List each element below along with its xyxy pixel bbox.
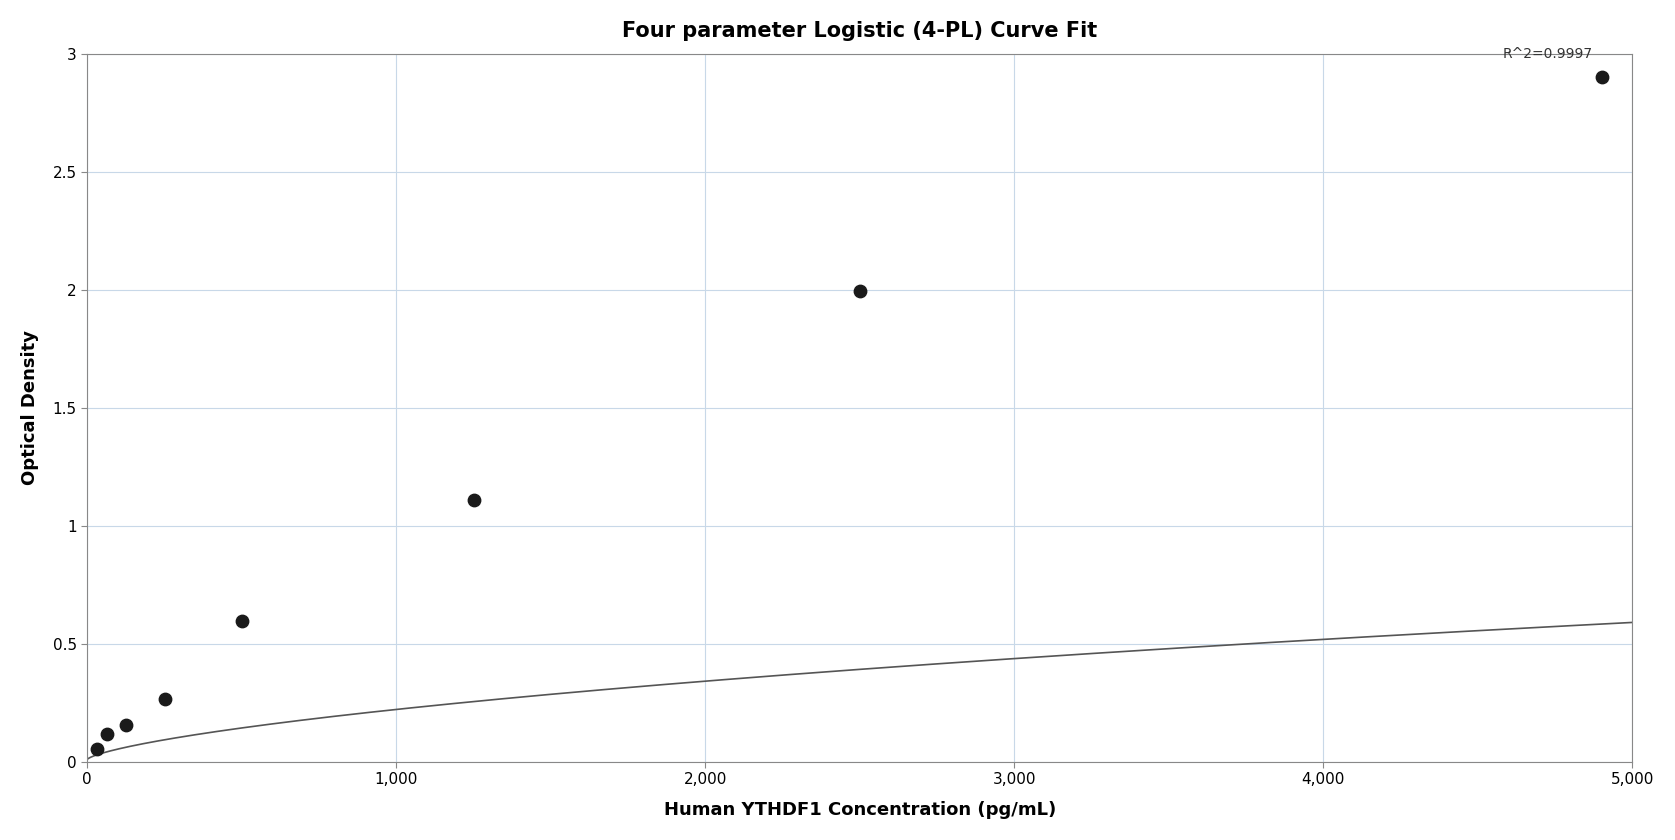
Point [112,718,139,732]
Point [1588,71,1615,84]
Text: R^2=0.9997: R^2=0.9997 [1502,46,1593,60]
Point [84,743,111,756]
Point [228,615,255,628]
Point [94,727,121,740]
Point [461,493,487,507]
X-axis label: Human YTHDF1 Concentration (pg/mL): Human YTHDF1 Concentration (pg/mL) [663,801,1055,819]
Y-axis label: Optical Density: Optical Density [20,330,39,486]
Point [846,284,873,297]
Point [151,692,178,706]
Title: Four parameter Logistic (4-PL) Curve Fit: Four parameter Logistic (4-PL) Curve Fit [621,21,1097,41]
